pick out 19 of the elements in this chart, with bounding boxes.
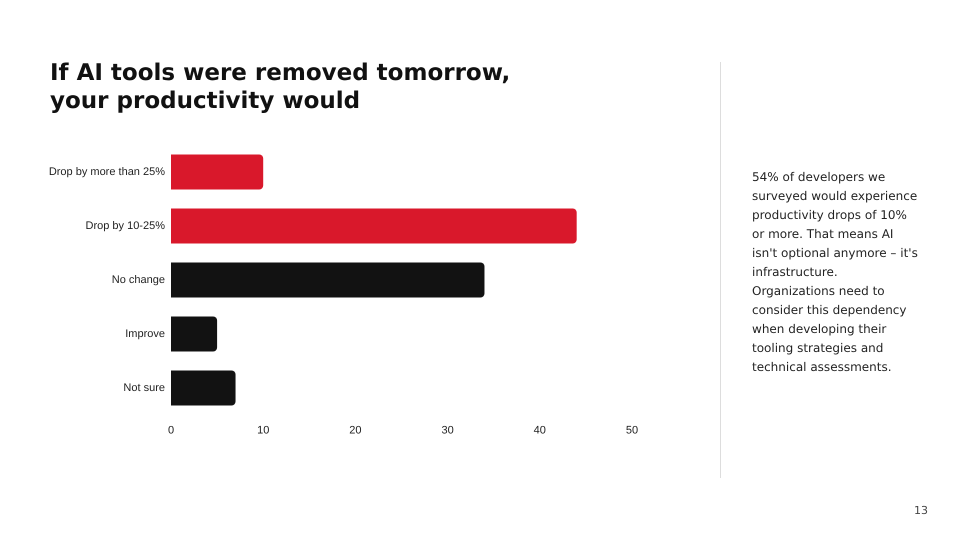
bar <box>171 208 577 244</box>
y-tick-label: Drop by more than 25% <box>48 166 166 178</box>
bar <box>171 262 484 298</box>
y-tick-label: No change <box>112 274 165 286</box>
text: 13 <box>914 504 928 517</box>
chart-title: If AI tools were removed tomorrow, your productivity would <box>50 60 512 116</box>
x-tick-label: 40 <box>534 424 546 436</box>
y-tick-label: Not sure <box>123 382 165 394</box>
text: 54% of developers we surveyed would experience productivity drops of 10% or more. That means AI isn't optional anymore – it's infrastructure. Organizations need to consider this dependency when developing their tooling strategies and technical assessments. <box>752 170 918 374</box>
bar <box>171 154 264 190</box>
x-tick-label: 50 <box>626 424 638 436</box>
bar <box>171 370 236 406</box>
x-tick-label: 30 <box>441 424 454 436</box>
x-tick-label: 20 <box>349 424 362 436</box>
y-tick-label: Improve <box>125 328 165 340</box>
bar <box>171 316 218 352</box>
x-tick-label: 0 <box>168 424 174 436</box>
y-tick-label: Drop by 10-25% <box>86 220 166 232</box>
x-tick-label: 10 <box>257 424 270 436</box>
